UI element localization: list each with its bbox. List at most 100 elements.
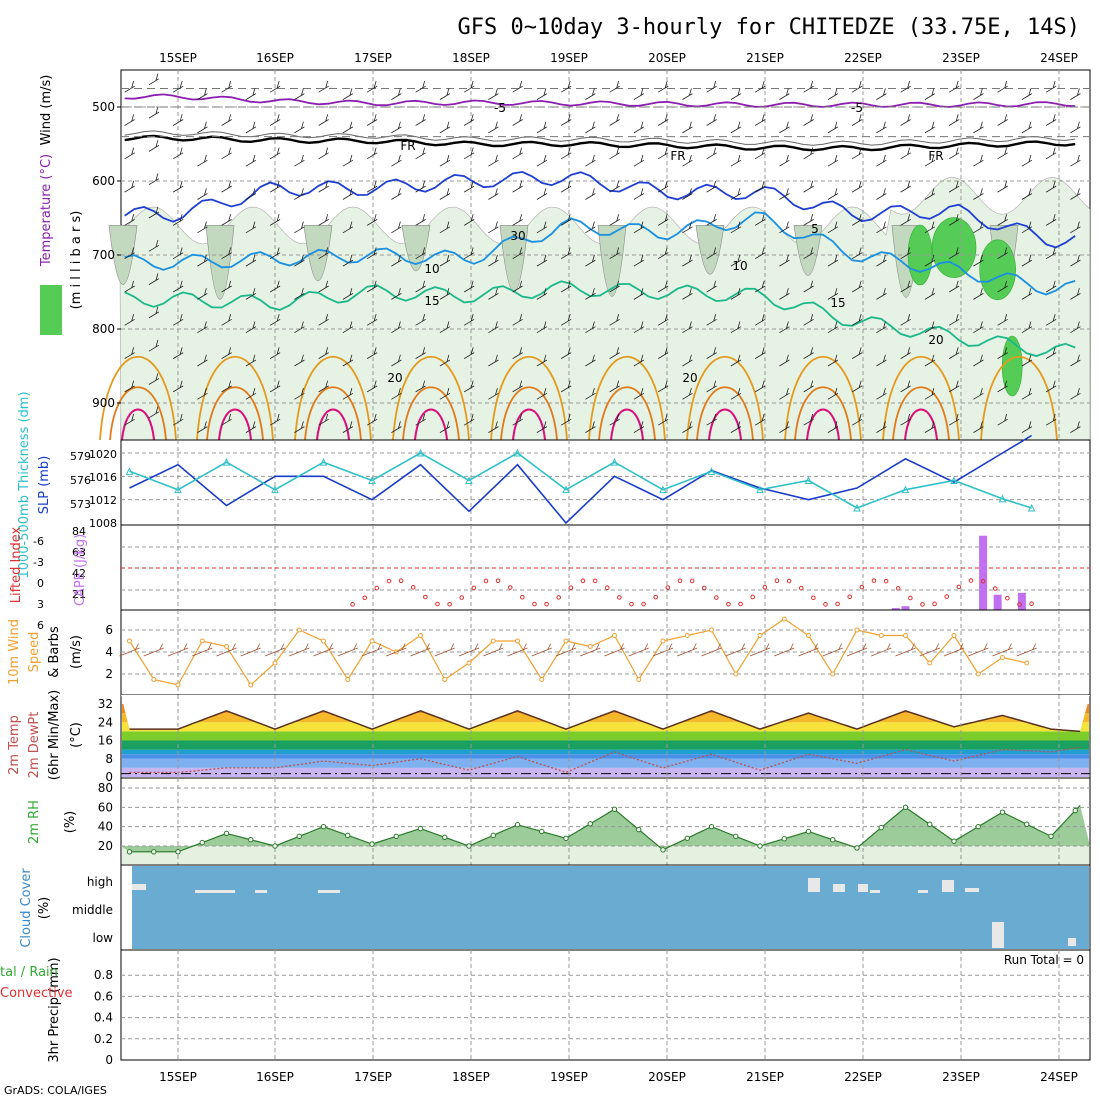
thickness-marker [416,448,425,457]
wind-barb [706,80,717,93]
temp-tick: 16 [98,734,113,748]
wind-barb [1070,288,1081,300]
wind-barb [580,643,601,657]
wind-barb [269,280,281,293]
wind-barb [294,288,305,300]
date-label-bottom: 24SEP [1040,1070,1078,1084]
contour-label: 15 [424,294,439,308]
wind-barb [900,347,911,359]
rh-marker [296,833,302,840]
wind-barb [803,80,814,93]
contour-label: 15 [830,296,845,310]
precip-axis-label: 3hr Precip (mm) [47,957,62,1062]
wind-barb [924,288,936,300]
wind-barb [609,347,620,359]
date-label-top: 16SEP [256,51,294,65]
wind-barb [221,280,232,293]
wind-barb [924,321,936,334]
wind-barb [507,643,528,657]
contour-label: 20 [928,333,943,347]
thickness-line [129,452,1032,509]
slp-line [129,434,1033,525]
contour-20c [686,356,764,441]
wind-barb [609,114,620,126]
wind-barb [633,387,645,400]
wind-barb [876,188,887,200]
rh-marker [927,821,933,827]
wind-barb [779,387,790,400]
wind-barb [415,147,426,160]
upper-air-panel: -5 -5 FR FR FR 5 10 10 15 15 20 20 20 30 500 600 700 800 9… [39,69,1091,441]
cloud-block [833,884,845,892]
wind-barb [774,643,795,657]
wind-speed-marker [296,627,302,633]
thickness-tick: 579 [70,450,91,463]
li-marker [714,595,719,600]
thickness-marker [659,485,667,494]
wind-barb [633,188,645,200]
wind-barb [657,413,669,426]
wind-speed-line [128,618,1027,686]
slp-axis-label: SLP (mb) [37,456,52,515]
wind-barb [172,413,184,426]
wind-barb [754,247,766,260]
wind-barb [876,121,887,134]
wind-barb [682,387,693,400]
thickness-marker [950,476,958,484]
wind-barb [997,347,1008,359]
contour-30c [316,408,350,441]
wind-barb [973,221,984,234]
cloud-block [992,922,1004,948]
wind-barb [294,88,305,100]
li-tick: -3 [33,556,44,569]
cloud-block [255,890,267,893]
wind-barb [536,121,548,134]
wind-barb [415,80,426,93]
wind-barb [148,306,160,319]
wind-barb [245,421,257,433]
wind-barb [1021,321,1033,334]
wind-barb [172,247,184,260]
wind-barb [754,380,766,393]
wind-tick: 6 [105,623,113,637]
wind-barb [294,188,305,200]
wind-barb [463,380,475,393]
wind-barb [415,380,426,393]
rh-line [129,804,1081,853]
wind-barb [269,180,281,193]
wind-barb [827,88,839,100]
wind-barb [822,643,843,657]
wind-barb [294,254,305,267]
wind-barb [1070,188,1081,200]
wind-barb [706,147,717,160]
wind-barb [463,80,475,93]
thickness-marker [998,494,1007,503]
li-tick: 6 [37,619,44,632]
li-marker [811,595,816,601]
wind-barb [342,121,354,134]
wind-barb [192,643,213,657]
wind-barb [851,247,863,260]
li-marker [544,601,549,607]
rh-marker [320,823,327,830]
li-marker [883,578,889,584]
wind-barb [730,188,742,200]
rh2m-panel: 80 60 40 20 2m RH (%) [27,777,1091,866]
li-marker [617,595,622,600]
wind-barb [585,154,596,167]
li-marker [908,595,913,601]
wind-barb [1045,313,1057,326]
wind-barb [531,643,552,657]
wind-barb [657,114,669,126]
date-label-bottom: 18SEP [452,1070,490,1084]
wind-barb [342,154,354,167]
wind-barb [633,221,645,234]
wind-axis-label: Wind (m/s) [39,75,54,146]
temp-color-band [122,758,1089,768]
contour-label: FR [400,139,415,153]
wind-barb [682,88,693,100]
wind-barb [924,88,936,100]
slp-frame [120,439,1091,526]
wind-barb [754,347,766,359]
